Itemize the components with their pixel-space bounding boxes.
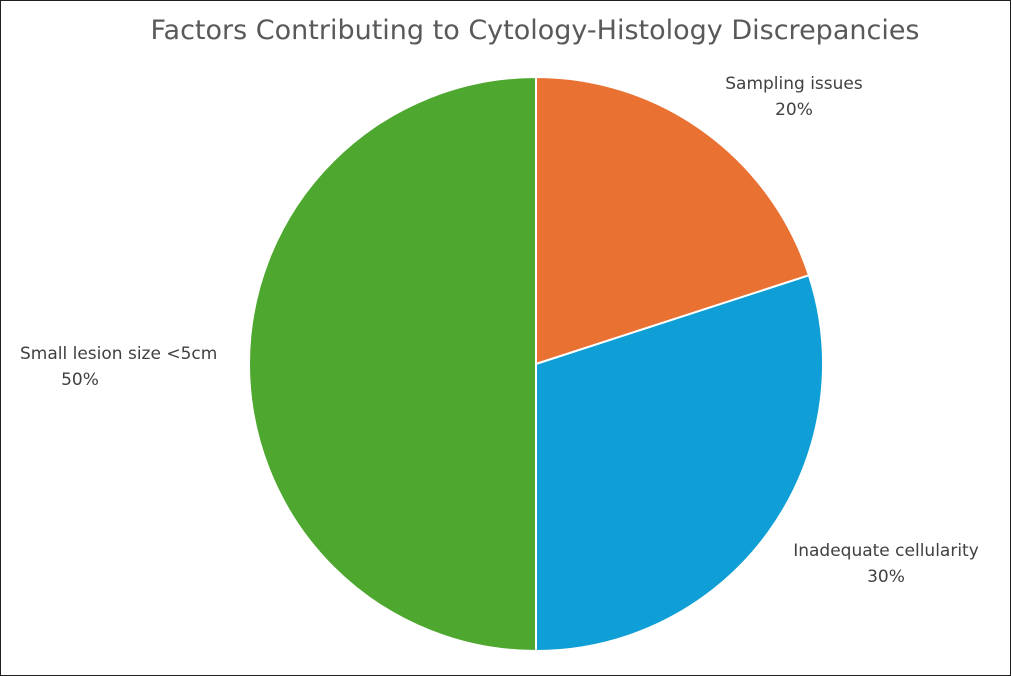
pie-slice-sampling-issues [535, 75, 811, 366]
pie-slice-inadequate-cellularity [535, 274, 824, 653]
chart-title: Factors Contributing to Cytology-Histolo… [150, 15, 920, 46]
slice-label-sampling-issues: Sampling issues [725, 74, 863, 94]
slice-value-sampling-issues: 20% [775, 100, 813, 120]
slice-label-inadequate-cellularity: Inadequate cellularity [793, 541, 979, 561]
pie-slices [248, 75, 824, 653]
slice-label-small-lesion-size-5cm: Small lesion size <5cm [20, 344, 217, 364]
slice-value-inadequate-cellularity: 30% [867, 567, 905, 587]
slice-value-small-lesion-size-5cm: 50% [61, 370, 99, 390]
pie-labels: Sampling issues 20% Inadequate cellularity… [20, 74, 979, 587]
pie-slice-small-lesion-size-5cm [248, 75, 537, 653]
